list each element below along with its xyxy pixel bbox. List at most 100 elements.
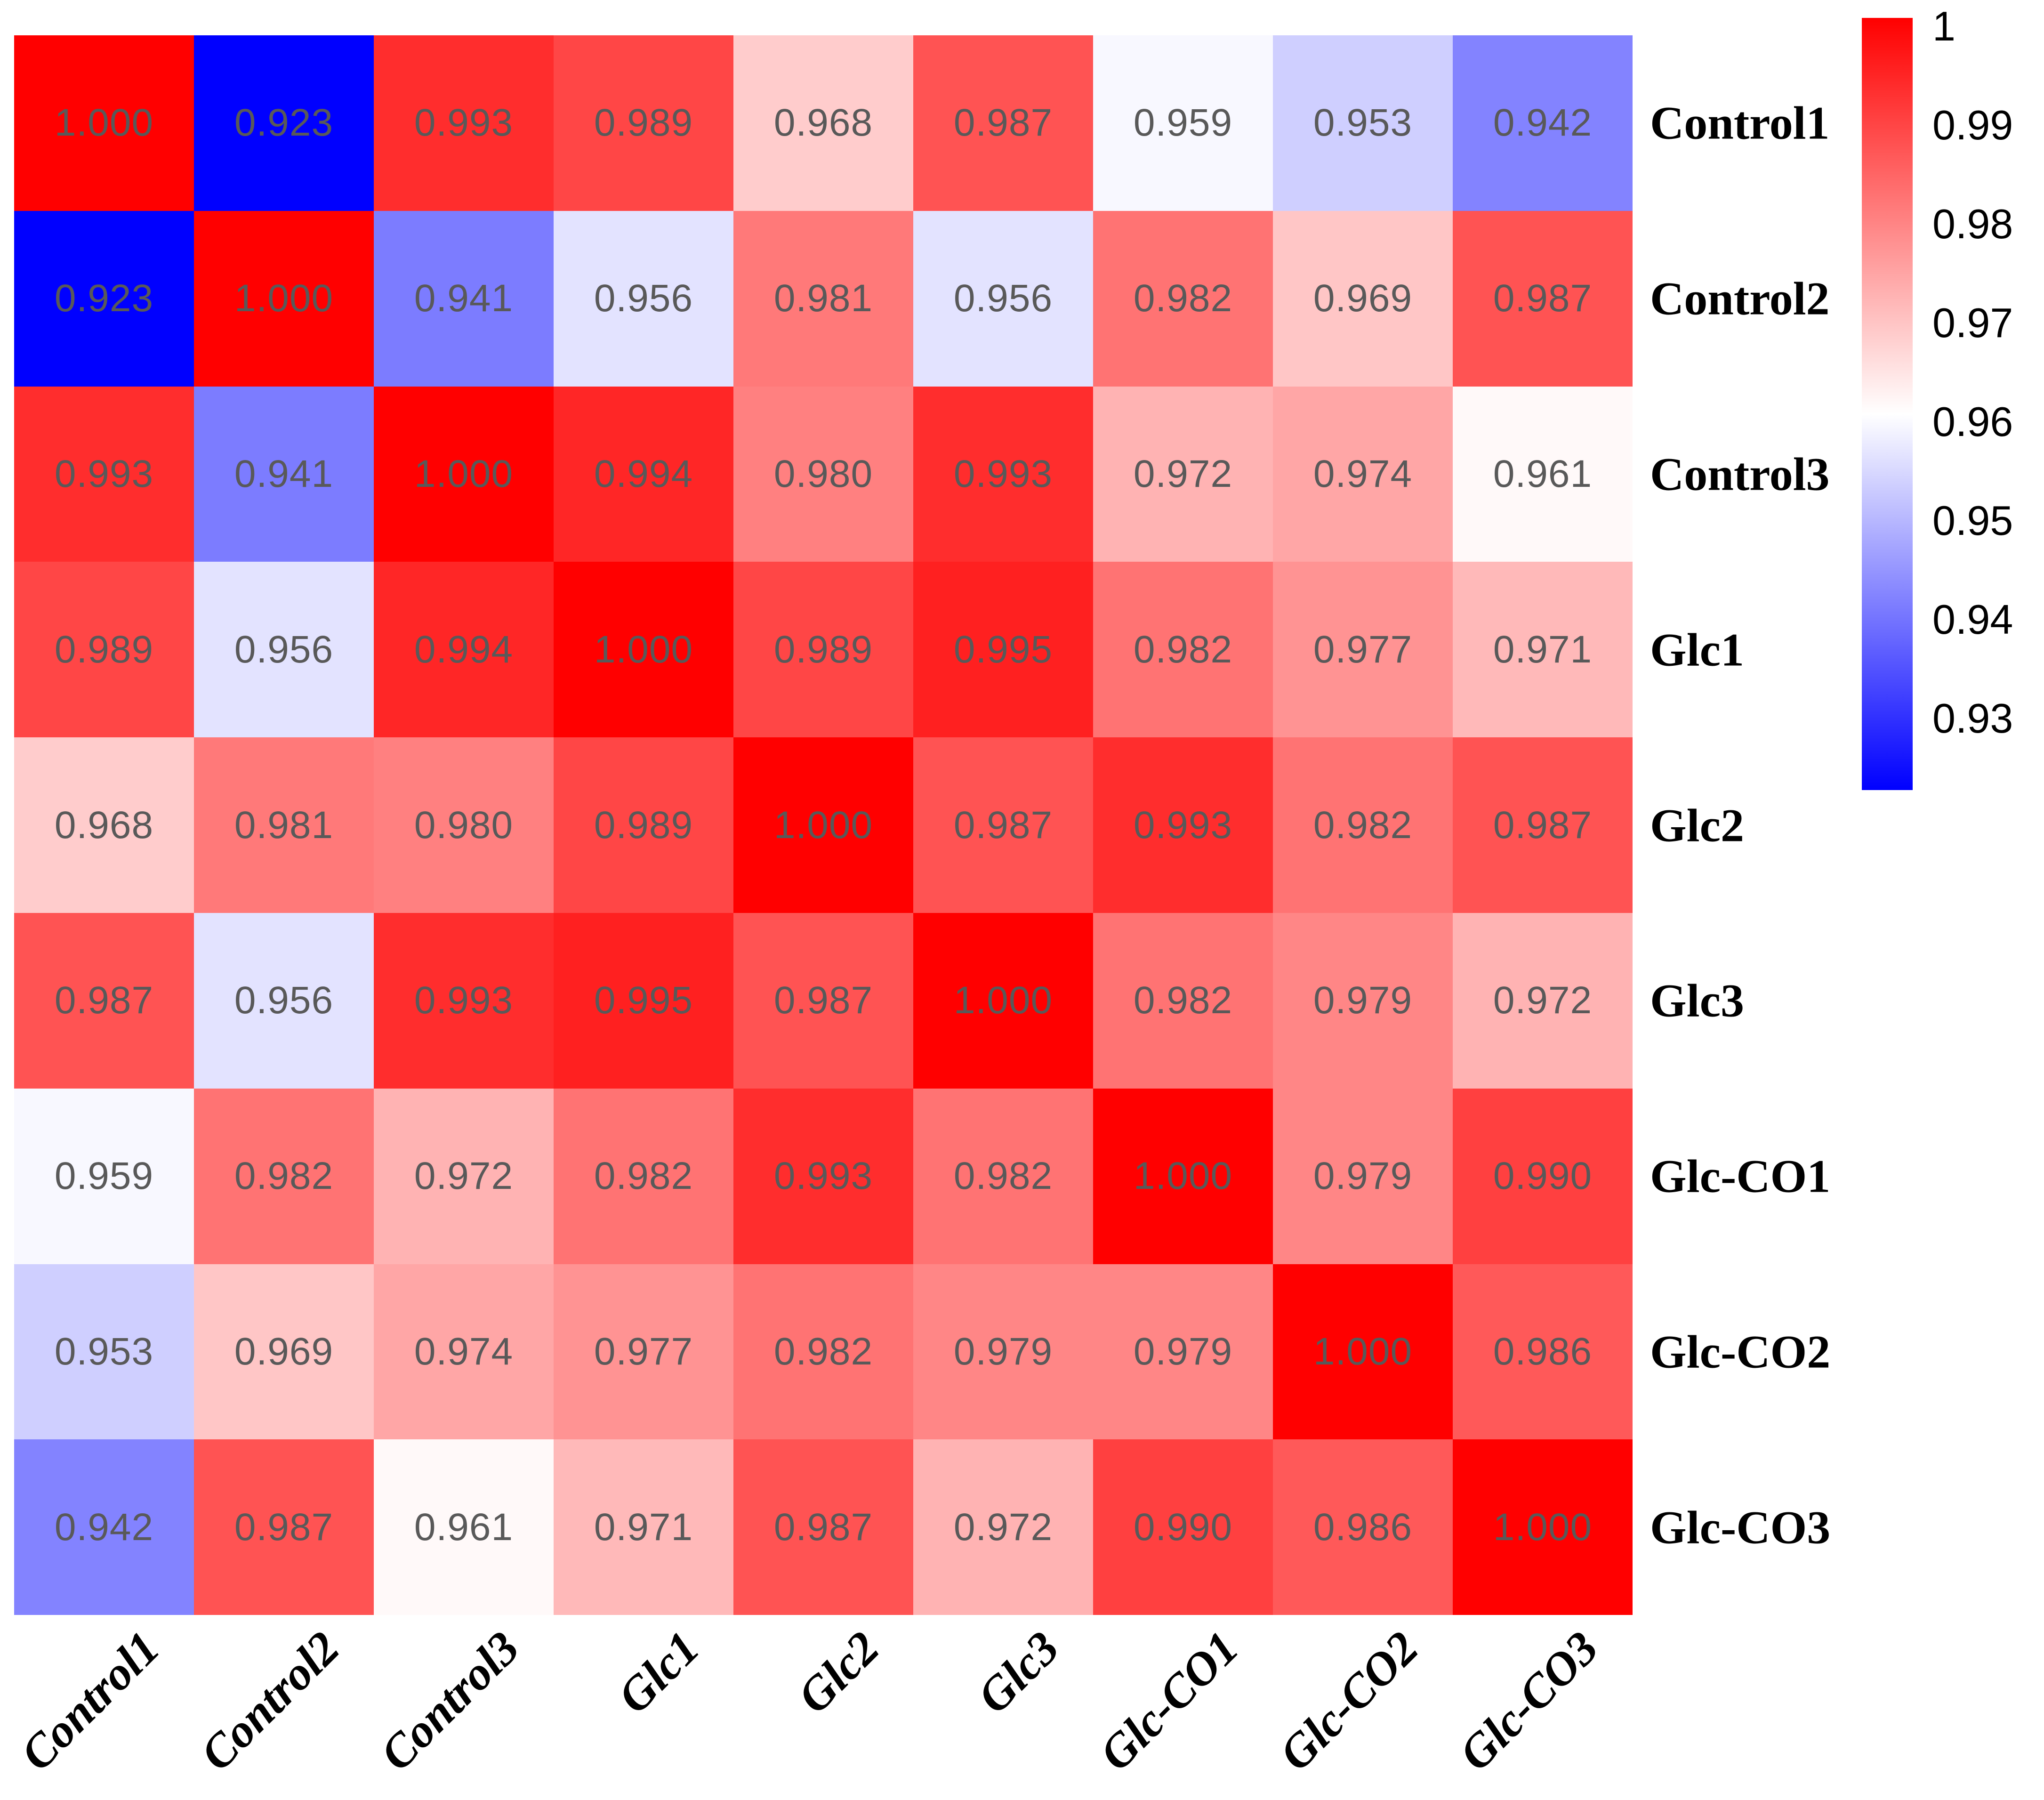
cell-value: 0.986 xyxy=(1493,1330,1593,1373)
heatmap-cell: 0.968 xyxy=(14,737,194,913)
heatmap-cell: 0.977 xyxy=(1273,562,1453,738)
col-label: Glc-CO3 xyxy=(1449,1621,1609,1781)
heatmap-cell: 0.953 xyxy=(14,1264,194,1440)
heatmap-cell: 0.972 xyxy=(1453,913,1633,1089)
cell-value: 0.972 xyxy=(1493,979,1593,1022)
cell-value: 0.979 xyxy=(1133,1330,1233,1373)
cell-value: 0.923 xyxy=(54,277,154,320)
cell-value: 0.989 xyxy=(594,803,693,847)
heatmap-cell: 0.990 xyxy=(1093,1439,1273,1615)
row-label: Glc-CO3 xyxy=(1650,1501,1831,1554)
heatmap-cell: 0.979 xyxy=(913,1264,1093,1440)
cell-value: 0.956 xyxy=(953,277,1053,320)
legend-tick-label: 0.99 xyxy=(1932,102,2013,148)
cell-value: 1.000 xyxy=(1493,1505,1593,1549)
heatmap-cell: 0.977 xyxy=(554,1264,733,1440)
col-label: Control3 xyxy=(370,1621,530,1781)
col-label: Control1 xyxy=(10,1621,170,1781)
cell-value: 0.994 xyxy=(594,452,693,495)
cell-value: 0.979 xyxy=(953,1330,1053,1373)
heatmap-cell: 0.981 xyxy=(194,737,374,913)
row-label: Glc2 xyxy=(1650,799,1744,852)
cell-value: 0.972 xyxy=(414,1154,514,1198)
cell-value: 0.990 xyxy=(1133,1505,1233,1549)
cell-value: 0.977 xyxy=(594,1330,693,1373)
heatmap-cell: 0.987 xyxy=(733,1439,913,1615)
cell-value: 0.982 xyxy=(1133,979,1233,1022)
heatmap-cell: 0.979 xyxy=(1093,1264,1273,1440)
cell-value: 0.979 xyxy=(1313,1154,1413,1198)
cell-value: 0.990 xyxy=(1493,1154,1593,1198)
col-label: Glc2 xyxy=(787,1621,889,1723)
cell-value: 0.971 xyxy=(594,1505,693,1549)
cell-value: 0.968 xyxy=(773,101,873,145)
cell-value: 0.972 xyxy=(1133,452,1233,495)
cell-value: 0.942 xyxy=(1493,101,1593,145)
cell-value: 0.989 xyxy=(54,628,154,671)
cell-value: 0.980 xyxy=(773,452,873,495)
heatmap-cell: 0.990 xyxy=(1453,1088,1633,1264)
heatmap-cell: 0.993 xyxy=(14,386,194,562)
heatmap-cell: 0.994 xyxy=(554,386,733,562)
row-label: Glc3 xyxy=(1650,974,1744,1027)
cell-value: 0.995 xyxy=(594,979,693,1022)
legend-tick-label: 0.95 xyxy=(1932,497,2013,544)
cell-value: 0.993 xyxy=(953,452,1053,495)
heatmap-cell: 1.000 xyxy=(194,210,374,387)
cell-value: 0.956 xyxy=(234,628,334,671)
heatmap-cell: 0.987 xyxy=(14,913,194,1089)
heatmap-cell: 1.000 xyxy=(1273,1264,1453,1440)
heatmap-cell: 0.982 xyxy=(733,1264,913,1440)
heatmap-cell: 0.982 xyxy=(1093,562,1273,738)
col-label: Glc1 xyxy=(607,1621,709,1723)
cell-value: 1.000 xyxy=(594,628,693,671)
heatmap-cell: 1.000 xyxy=(554,562,733,738)
row-label: Control2 xyxy=(1650,272,1830,325)
cell-value: 0.982 xyxy=(1133,277,1233,320)
row-label: Glc1 xyxy=(1650,623,1744,676)
row-label: Glc-CO1 xyxy=(1650,1150,1831,1203)
cell-value: 0.979 xyxy=(1313,979,1413,1022)
heatmap-cell: 0.941 xyxy=(374,210,554,387)
cell-value: 1.000 xyxy=(234,277,334,320)
heatmap-cell: 0.989 xyxy=(554,35,733,211)
heatmap-cell: 0.982 xyxy=(1093,210,1273,387)
heatmap-cell: 0.969 xyxy=(194,1264,374,1440)
legend-tick-label: 1 xyxy=(1932,3,1955,49)
cell-value: 0.969 xyxy=(234,1330,334,1373)
heatmap-cell: 0.986 xyxy=(1273,1439,1453,1615)
heatmap-cell: 0.995 xyxy=(554,913,733,1089)
cell-value: 0.942 xyxy=(54,1505,154,1549)
heatmap-cell: 0.987 xyxy=(1453,210,1633,387)
cell-value: 0.953 xyxy=(1313,101,1413,145)
legend-tick-label: 0.96 xyxy=(1932,398,2013,445)
heatmap-cell: 0.953 xyxy=(1273,35,1453,211)
cell-value: 0.923 xyxy=(234,101,334,145)
heatmap-cell: 0.974 xyxy=(374,1264,554,1440)
heatmap-cell: 0.959 xyxy=(14,1088,194,1264)
heatmap-cell: 0.993 xyxy=(374,35,554,211)
cell-value: 0.993 xyxy=(414,101,514,145)
cell-value: 0.941 xyxy=(234,452,334,495)
heatmap-cell: 0.989 xyxy=(14,562,194,738)
cell-value: 0.993 xyxy=(414,979,514,1022)
heatmap-cell: 0.987 xyxy=(913,35,1093,211)
heatmap-cell: 0.981 xyxy=(733,210,913,387)
heatmap-cell: 0.972 xyxy=(913,1439,1093,1615)
heatmap-cell: 0.987 xyxy=(194,1439,374,1615)
heatmap-cell: 0.959 xyxy=(1093,35,1273,211)
heatmap-cell: 0.987 xyxy=(733,913,913,1089)
heatmap-cell: 0.972 xyxy=(1093,386,1273,562)
heatmap-cell: 1.000 xyxy=(913,913,1093,1089)
cell-value: 1.000 xyxy=(414,452,514,495)
heatmap-cell: 0.989 xyxy=(554,737,733,913)
cell-value: 0.977 xyxy=(1313,628,1413,671)
cell-value: 0.972 xyxy=(953,1505,1053,1549)
cell-value: 0.959 xyxy=(54,1154,154,1198)
cell-value: 0.987 xyxy=(773,979,873,1022)
heatmap-cell: 0.982 xyxy=(194,1088,374,1264)
heatmap-cell: 0.986 xyxy=(1453,1264,1633,1440)
cell-value: 0.987 xyxy=(953,803,1053,847)
cell-value: 0.982 xyxy=(1133,628,1233,671)
cell-value: 0.981 xyxy=(234,803,334,847)
